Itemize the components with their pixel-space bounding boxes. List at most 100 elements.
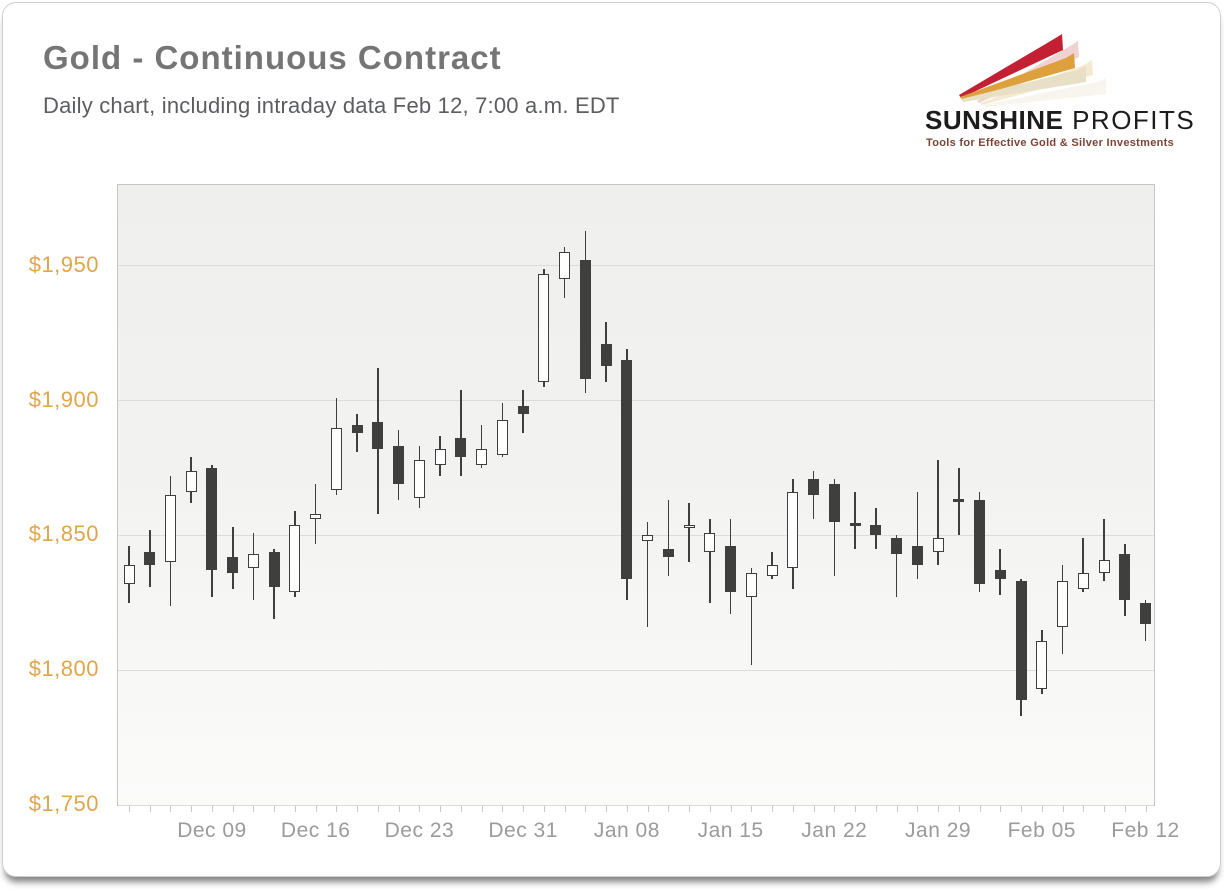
y-axis-tick-label: $1,750 — [28, 791, 99, 816]
page-subtitle: Daily chart, including intraday data Feb… — [43, 93, 620, 118]
x-axis-tick — [1021, 806, 1023, 812]
x-axis-tick — [502, 806, 504, 812]
candlestick-bullish — [123, 565, 135, 584]
candlestick-bearish — [1015, 581, 1027, 700]
candlestick-bearish — [372, 422, 384, 450]
x-axis-tick-label: Dec 16 — [280, 819, 351, 842]
candle-wick — [854, 492, 856, 549]
x-axis-tick-label: Jan 22 — [801, 819, 868, 842]
x-axis-tick — [398, 806, 400, 812]
x-axis-tick — [191, 806, 193, 812]
candle-wick — [460, 389, 462, 477]
x-axis-tick — [460, 806, 462, 812]
x-axis-tick — [129, 806, 130, 812]
x-axis-tick-label: Feb 05 — [1007, 819, 1076, 842]
candlestick-bullish — [1077, 573, 1089, 590]
x-axis-tick — [1000, 806, 1002, 812]
gridline — [118, 804, 1154, 806]
x-axis-tick — [170, 806, 172, 812]
gridline — [118, 265, 1154, 267]
candle-wick — [812, 470, 815, 520]
x-axis-tick — [274, 806, 276, 812]
x-axis-tick — [585, 806, 587, 812]
candlestick-bearish — [911, 546, 923, 566]
x-axis-tick — [419, 806, 421, 812]
chart-card: Gold - Continuous Contract Daily chart, … — [2, 2, 1221, 877]
candlestick-bullish — [476, 449, 488, 466]
sunshine-profits-logo: SUNSHINE PROFITS Tools for Effective Gol… — [921, 11, 1194, 151]
logo-brand-secondary: PROFITS — [1063, 105, 1196, 135]
candle-wick — [750, 567, 753, 665]
candle-wick — [646, 521, 649, 628]
candle-wick — [833, 478, 836, 576]
candlestick-bullish — [559, 252, 571, 280]
candlestick-bullish — [247, 554, 259, 568]
x-axis-tick — [772, 806, 774, 812]
candlestick-bearish — [206, 468, 218, 571]
candlestick-bullish — [496, 419, 508, 455]
candlestick-bearish — [621, 360, 633, 579]
candlestick-bullish — [434, 449, 446, 466]
logo-rays-icon — [959, 34, 1106, 107]
x-axis-tick — [896, 806, 898, 812]
x-axis-tick — [1083, 806, 1085, 812]
candlestick-bullish — [1098, 559, 1110, 574]
candlestick-bearish — [870, 524, 882, 536]
candle-wick — [480, 424, 483, 469]
y-axis-tick-label: $1,950 — [28, 251, 99, 277]
x-axis-tick — [315, 806, 317, 812]
logo-brand-text: SUNSHINE PROFITS — [925, 105, 1194, 136]
logo-brand-primary: SUNSHINE — [925, 105, 1064, 135]
candle-wick — [1082, 538, 1085, 593]
y-axis-tick-label: $1,850 — [28, 521, 99, 547]
candle-wick — [895, 535, 898, 598]
x-axis-tick — [1062, 806, 1064, 812]
candlestick-bearish — [227, 557, 239, 574]
x-axis-tick-label: Dec 23 — [384, 819, 455, 842]
gridline — [118, 669, 1154, 671]
x-axis-tick — [938, 806, 940, 812]
candlestick-bullish — [683, 524, 695, 528]
candlestick-bullish — [1036, 640, 1048, 690]
candlestick-bearish — [994, 570, 1006, 579]
candlestick-bearish — [1140, 602, 1151, 625]
logo-tagline: Tools for Effective Gold & Silver Invest… — [926, 137, 1175, 149]
x-axis-tick — [917, 806, 919, 812]
candle-wick — [709, 519, 711, 603]
candlestick-bullish — [704, 532, 716, 552]
candlestick-bullish — [932, 538, 944, 552]
candle-wick — [667, 500, 670, 576]
x-axis-tick — [523, 806, 525, 812]
candlestick-bearish — [1119, 554, 1131, 601]
candlestick-bearish — [268, 551, 280, 587]
x-axis-tick — [149, 806, 151, 812]
candlestick-bullish — [330, 427, 342, 490]
x-axis-tick — [357, 806, 359, 812]
candlestick-bullish — [164, 495, 176, 563]
candlestick-bearish — [891, 538, 903, 555]
candlestick-bearish — [808, 478, 820, 495]
candlestick-bearish — [351, 424, 363, 433]
page-title: Gold - Continuous Contract — [43, 39, 502, 76]
x-axis-tick-label: Feb 12 — [1111, 819, 1180, 842]
x-axis-tick — [211, 806, 213, 812]
x-axis-tick — [377, 806, 379, 812]
candle-wick — [1103, 519, 1105, 582]
candlestick-bullish — [289, 524, 301, 593]
candlestick-bullish — [642, 535, 654, 541]
y-axis-tick-label: $1,900 — [28, 386, 99, 412]
candlestick-bullish — [745, 573, 757, 598]
x-axis-tick-label: Jan 29 — [905, 819, 972, 842]
candlestick-bearish — [974, 500, 986, 584]
x-axis-tick — [730, 806, 732, 812]
x-axis-tick — [647, 806, 649, 812]
x-axis-tick — [606, 806, 608, 812]
x-axis-tick — [1041, 806, 1043, 812]
candlestick-bearish — [662, 548, 674, 557]
candle-wick — [356, 414, 358, 452]
x-axis-tick — [689, 806, 691, 812]
x-axis-tick — [440, 806, 442, 812]
candle-wick — [314, 484, 317, 544]
x-axis-tick — [336, 806, 338, 812]
